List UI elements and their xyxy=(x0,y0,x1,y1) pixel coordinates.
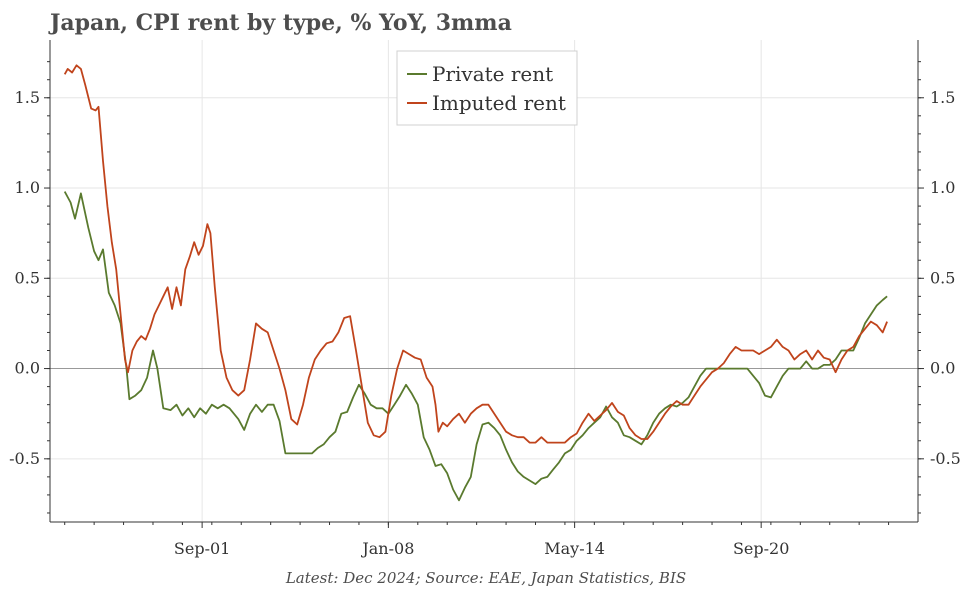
legend: Private rent Imputed rent xyxy=(396,50,578,126)
axes xyxy=(49,40,919,523)
legend-label-private-rent: Private rent xyxy=(432,62,553,86)
series-line-private-rent xyxy=(63,191,888,502)
y-tick-label-left: 1.0 xyxy=(15,178,40,197)
chart-caption: Latest: Dec 2024; Source: EAE, Japan Sta… xyxy=(285,569,686,587)
y-tick-label-right: 1.0 xyxy=(930,178,955,197)
series-line-imputed-rent xyxy=(63,64,888,444)
y-tick-label-left: 1.5 xyxy=(15,88,40,107)
y-tick-label-left: 0.0 xyxy=(15,359,40,378)
y-tick-label-right: 0.5 xyxy=(930,268,955,287)
legend-label-imputed-rent: Imputed rent xyxy=(432,91,566,115)
y-tick-label-right: -0.5 xyxy=(930,449,961,468)
plot-area xyxy=(63,64,888,502)
chart-title: Japan, CPI rent by type, % YoY, 3mma xyxy=(48,10,512,36)
axis-ticks: -0.5 -0.5 0.0 0.0 0.5 0.5 1.0 1.0 1.5 1.5 Sep-01 Ja… xyxy=(9,61,961,558)
x-tick-label: Sep-20 xyxy=(733,539,789,558)
y-tick-label-right: 1.5 xyxy=(930,88,955,107)
y-tick-label-right: 0.0 xyxy=(930,359,955,378)
legend-box xyxy=(396,50,578,126)
x-tick-label: May-14 xyxy=(544,539,605,558)
x-tick-label: Jan-08 xyxy=(360,539,414,558)
x-tick-label: Sep-01 xyxy=(174,539,230,558)
y-tick-label-left: -0.5 xyxy=(9,449,40,468)
y-tick-label-left: 0.5 xyxy=(15,268,40,287)
